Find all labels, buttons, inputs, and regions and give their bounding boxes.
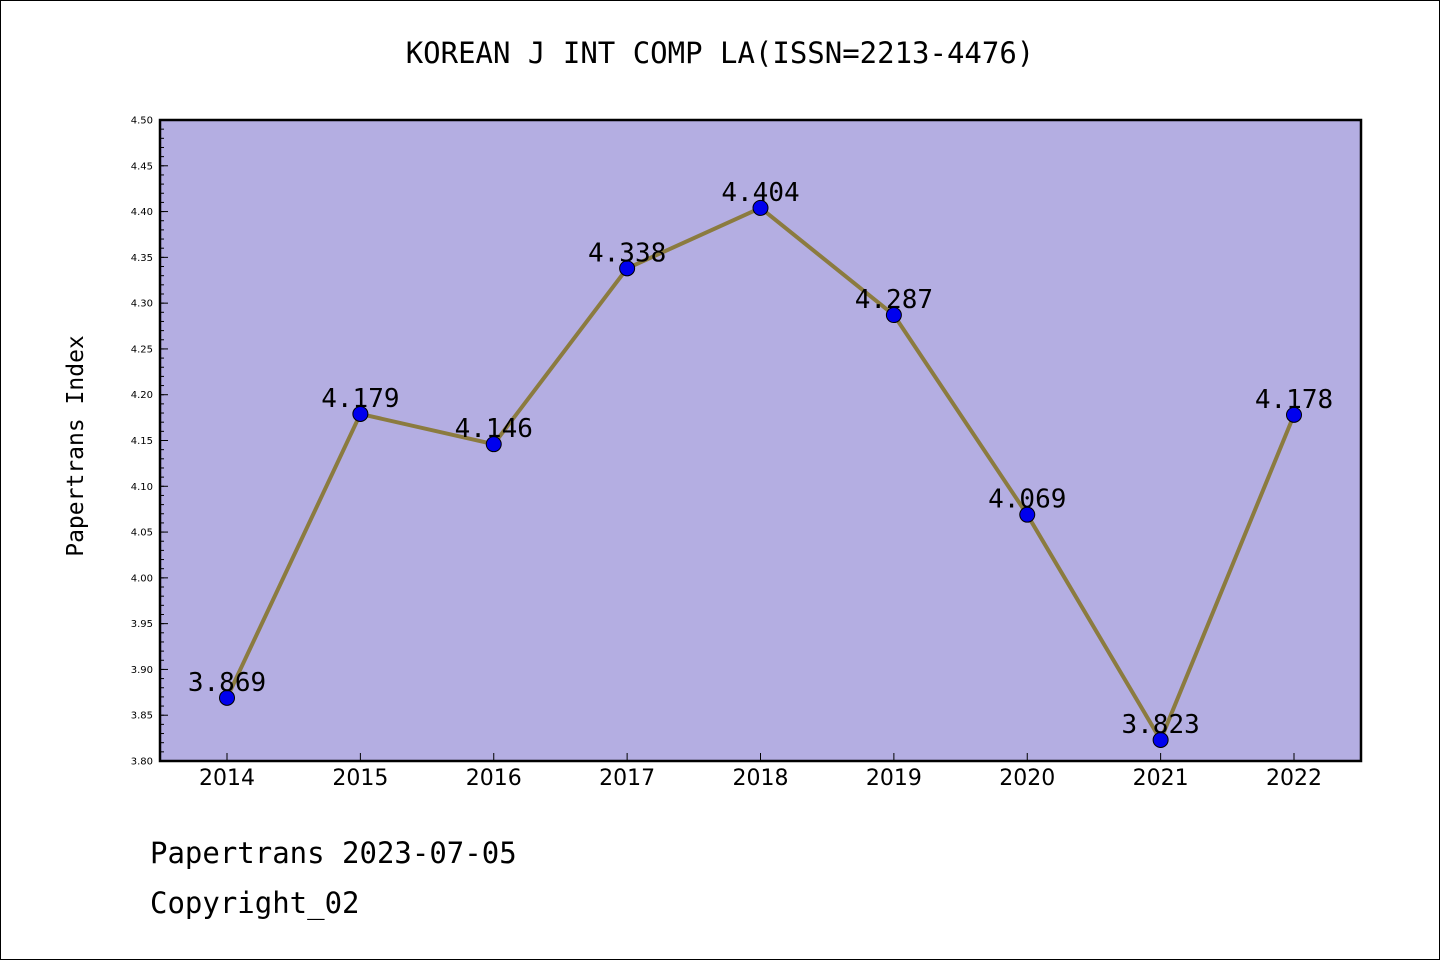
- y-tick-label: 4.25: [131, 344, 153, 355]
- data-point: [1019, 506, 1036, 523]
- data-labels: 3.869 4.179 4.146 4.338 4.404 4.287 4.069 3.823…: [188, 178, 1333, 740]
- series-points: [219, 199, 1302, 748]
- data-label: 4.179: [321, 384, 399, 414]
- y-tick-label: 4.40: [131, 207, 153, 218]
- plot-area: [160, 120, 1361, 761]
- y-tick-label: 3.90: [131, 665, 153, 676]
- y-tick-label: 4.45: [131, 161, 153, 172]
- y-tick-label: 3.80: [131, 757, 153, 768]
- footer-copyright: Copyright_02: [150, 886, 360, 920]
- x-tick-label: 2017: [599, 766, 655, 791]
- y-tick-label: 4.00: [131, 573, 153, 584]
- x-axis: 2014 2015 2016 2017 2018 2019 2020 2021 2022: [199, 753, 1322, 791]
- footer-source: Papertrans 2023-07-05: [150, 836, 517, 870]
- y-tick-label: 3.95: [131, 619, 153, 630]
- data-label: 4.069: [988, 485, 1066, 515]
- y-tick-label: 4.20: [131, 390, 153, 401]
- x-tick-label: 2019: [866, 766, 922, 791]
- chart-title: KOREAN J INT COMP LA(ISSN=2213-4476): [405, 36, 1035, 70]
- data-label: 4.287: [855, 285, 933, 315]
- data-point: [1286, 406, 1302, 423]
- data-label: 4.178: [1255, 385, 1333, 415]
- y-tick-label: 4.05: [131, 528, 153, 539]
- y-tick-label: 4.30: [131, 299, 153, 310]
- data-point: [219, 689, 235, 706]
- data-point: [352, 405, 369, 422]
- x-tick-label: 2016: [466, 766, 522, 791]
- y-tick-label: 4.50: [131, 116, 153, 127]
- data-point: [485, 436, 502, 453]
- y-tick-label: 4.15: [131, 436, 153, 447]
- data-label: 4.404: [721, 178, 799, 208]
- plot-border: [158, 118, 1363, 763]
- data-label: 4.338: [588, 238, 666, 268]
- y-axis: 3.80 3.85 3.90 3.95 4.00 4.05 4.10 4.15 4.20 4.25…: [131, 116, 168, 768]
- x-tick-label: 2014: [199, 766, 255, 791]
- x-tick-label: 2018: [733, 766, 789, 791]
- x-tick-label: 2020: [999, 766, 1055, 791]
- x-tick-label: 2015: [332, 766, 388, 791]
- data-label: 3.869: [188, 668, 266, 698]
- data-point: [1152, 731, 1169, 748]
- data-label: 3.823: [1121, 710, 1199, 740]
- data-label: 4.146: [455, 414, 533, 444]
- x-tick-label: 2021: [1133, 766, 1189, 791]
- data-point: [885, 307, 902, 324]
- data-point: [619, 260, 636, 277]
- data-point: [752, 199, 769, 216]
- y-tick-label: 3.85: [131, 711, 153, 722]
- x-tick-label: 2022: [1266, 766, 1322, 791]
- y-tick-label: 4.35: [131, 253, 153, 264]
- y-tick-label: 4.10: [131, 482, 153, 493]
